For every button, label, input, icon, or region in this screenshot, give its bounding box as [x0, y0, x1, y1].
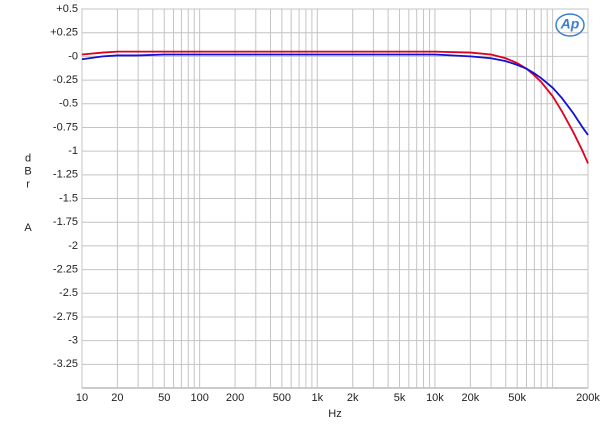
- series-line: [81, 53, 589, 136]
- x-tick-label: 5k: [394, 392, 406, 404]
- logo-ring: [555, 13, 585, 37]
- y-tick-label: -3: [68, 335, 78, 347]
- logo: Ap: [560, 16, 580, 32]
- x-tick-label: 100: [190, 392, 208, 404]
- x-tick-label: 20: [111, 392, 123, 404]
- y-tick-label: -0: [68, 50, 78, 62]
- x-tick-label: 2k: [347, 392, 359, 404]
- x-tick-label: 500: [273, 392, 291, 404]
- y-tick-label: -1: [68, 145, 78, 157]
- x-tick-label: 10: [76, 392, 88, 404]
- y-tick-label: -2.25: [53, 263, 78, 275]
- y-tick-label: +0.25: [50, 27, 78, 39]
- x-tick-label: 20k: [461, 392, 479, 404]
- series-line: [81, 50, 589, 164]
- x-tick-label: 50k: [508, 392, 526, 404]
- x-tick-label: 50: [158, 392, 170, 404]
- y-tick-label: -0.5: [59, 98, 78, 110]
- y-tick-label: -2.5: [59, 287, 78, 299]
- y-tick-label: -1.25: [53, 169, 78, 181]
- x-tick-label: 200k: [576, 392, 600, 404]
- y-axis-label: dBr: [22, 153, 34, 192]
- y-axis-label: A: [24, 222, 32, 234]
- y-tick-label: -0.25: [53, 74, 78, 86]
- y-tick-label: -0.75: [53, 121, 78, 133]
- y-tick-label: -3.25: [53, 358, 78, 370]
- y-tick-label: -2.75: [53, 311, 78, 323]
- x-axis-label: Hz: [328, 408, 341, 420]
- x-tick-label: 10k: [426, 392, 444, 404]
- x-tick-label: 200: [226, 392, 244, 404]
- x-tick-label: 1k: [311, 392, 323, 404]
- y-tick-label: -1.5: [59, 192, 78, 204]
- y-tick-label: -1.75: [53, 216, 78, 228]
- y-tick-label: -2: [68, 240, 78, 252]
- y-tick-label: +0.5: [56, 3, 78, 15]
